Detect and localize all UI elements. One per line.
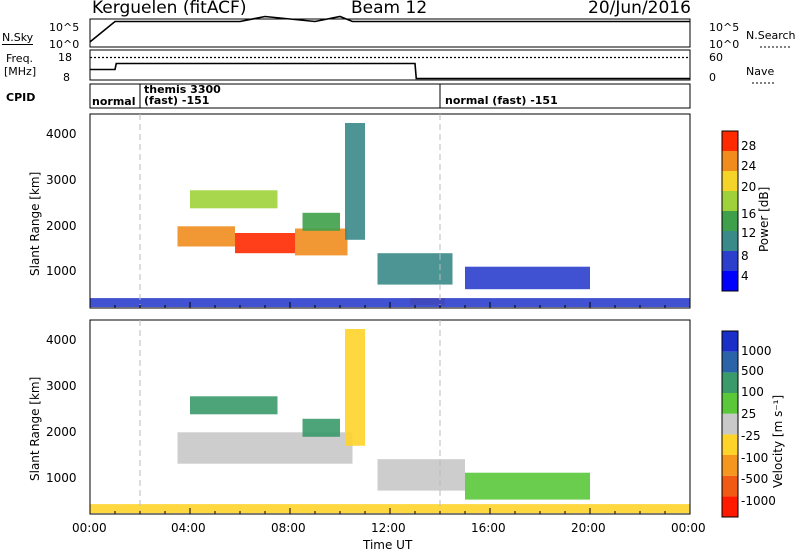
velocity-region <box>177 432 353 464</box>
xtick-1200: 12:00 <box>371 521 406 535</box>
power-colorbar-swatch <box>722 171 738 191</box>
power-colorbar-swatch <box>722 251 738 271</box>
velocity-colorbar-swatch <box>722 434 738 455</box>
panel-frame <box>89 83 691 109</box>
power-colorbar-swatch <box>722 231 738 251</box>
power-colorbar-swatch <box>722 131 738 151</box>
nsearch-label: N.Search <box>746 29 796 42</box>
freq-line <box>90 62 690 80</box>
power-colorbar-swatch <box>722 271 738 291</box>
power-ytick-4000: 4000 <box>46 127 77 141</box>
velocity-colorbar-label: Velocity [m s⁻¹] <box>771 394 785 488</box>
freq-tick-bottom: 8 <box>63 71 70 84</box>
power-ytick-2000: 2000 <box>46 219 77 233</box>
power-region <box>345 123 365 240</box>
power-cb-tick-8: 8 <box>741 249 749 263</box>
xtick-2400: 00:00 <box>671 521 706 535</box>
power-ytick-3000: 3000 <box>46 173 77 187</box>
velocity-ylabel: Slant Range [km] <box>28 376 42 481</box>
power-region <box>302 212 340 231</box>
panel-frame <box>89 49 691 81</box>
xtick-0000: 00:00 <box>72 521 107 535</box>
velocity-cb-tick-m1000: -1000 <box>741 494 776 508</box>
radar-title: Kerguelen (fitACF) <box>92 0 247 18</box>
velocity-cb-tick-m100: -100 <box>741 451 769 465</box>
power-ylabel: Slant Range [km] <box>28 171 42 276</box>
velocity-region <box>302 418 340 437</box>
velocity-colorbar-swatch <box>722 496 738 517</box>
xtick-1600: 16:00 <box>471 521 506 535</box>
power-colorbar-label: Power [dB] <box>757 186 771 252</box>
power-colorbar-frame <box>721 130 739 292</box>
nsky-line <box>89 15 690 43</box>
velocity-colorbar-swatch <box>722 372 738 393</box>
velocity-cb-tick-1000: 1000 <box>741 344 772 358</box>
beam-title: Beam 12 <box>351 0 428 18</box>
velocity-cb-tick-100: 100 <box>741 385 764 399</box>
velocity-region <box>377 459 465 491</box>
power-region <box>295 228 348 256</box>
velocity-region <box>190 396 278 415</box>
nave-tick-top: 60 <box>709 51 723 64</box>
power-colorbar-swatch <box>722 151 738 171</box>
nave-label: Nave <box>746 65 775 78</box>
cpid-text-normal: normal <box>92 95 136 108</box>
power-region <box>190 190 278 209</box>
power-cb-tick-24: 24 <box>741 159 757 173</box>
power-region <box>377 253 453 285</box>
velocity-colorbar-swatch <box>722 331 738 352</box>
xtick-0400: 04:00 <box>171 521 206 535</box>
date-title: 20/Jun/2016 <box>588 0 691 18</box>
velocity-colorbar-swatch <box>722 475 738 497</box>
cpid-text-normal-fast: normal (fast) -151 <box>445 94 558 107</box>
nsky-label: N.Sky <box>2 31 34 45</box>
velocity-ytick-1000: 1000 <box>46 471 77 485</box>
power-cb-tick-16: 16 <box>741 207 757 221</box>
velocity-ytick-2000: 2000 <box>46 425 77 439</box>
freq-label-2: [MHz] <box>4 65 37 78</box>
power-ytick-1000: 1000 <box>46 264 77 278</box>
power-cb-tick-12: 12 <box>741 226 757 240</box>
velocity-ytick-4000: 4000 <box>46 333 77 347</box>
velocity-ytick-3000: 3000 <box>46 379 77 393</box>
velocity-colorbar-swatch <box>722 393 738 414</box>
power-cb-tick-20: 20 <box>741 180 757 194</box>
power-region <box>177 226 235 247</box>
nave-tick-bottom: 0 <box>709 71 716 84</box>
power-region <box>235 233 295 254</box>
velocity-cb-tick-25: 25 <box>741 407 757 421</box>
panel-frame <box>89 18 691 48</box>
nsearch-tick-top: 10^5 <box>709 21 740 34</box>
velocity-cb-tick-m500: -500 <box>741 472 769 486</box>
power-region <box>465 266 590 290</box>
xtick-2000: 20:00 <box>571 521 606 535</box>
velocity-colorbar-frame <box>721 330 739 518</box>
cpid-text-themis: themis 3300 <box>144 83 221 96</box>
velocity-colorbar-swatch <box>722 455 738 476</box>
power-cb-tick-4: 4 <box>741 269 749 283</box>
freq-label-1: Freq. <box>6 52 34 65</box>
velocity-colorbar-swatch <box>722 413 738 435</box>
velocity-cb-tick-500: 500 <box>741 364 764 378</box>
velocity-region <box>345 329 365 446</box>
power-cb-tick-28: 28 <box>741 139 757 153</box>
nsky-tick-top: 10^5 <box>49 21 80 34</box>
cpid-text-fast: (fast) -151 <box>144 94 210 107</box>
cpid-label: CPID <box>6 91 36 104</box>
nsky-tick-bottom: 10^0 <box>49 38 80 51</box>
power-colorbar-swatch <box>722 191 738 211</box>
freq-tick-top: 18 <box>58 51 72 64</box>
velocity-colorbar-swatch <box>722 351 738 373</box>
velocity-cb-tick-m25: -25 <box>741 429 761 443</box>
xtick-0800: 08:00 <box>271 521 306 535</box>
power-colorbar-swatch <box>722 211 738 231</box>
nsearch-tick-bottom: 10^0 <box>709 38 740 51</box>
x-axis-label: Time UT <box>363 538 413 552</box>
velocity-region <box>465 472 590 500</box>
